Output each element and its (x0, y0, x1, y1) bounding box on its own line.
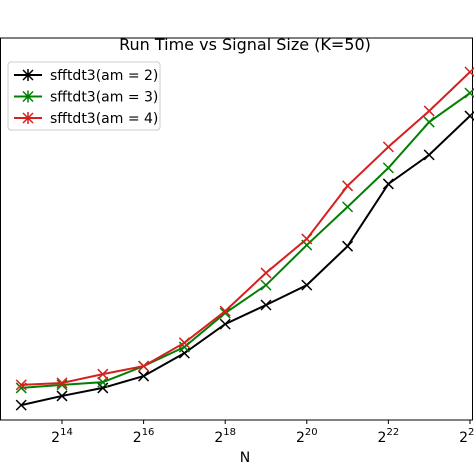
legend-box (7, 61, 161, 131)
point-marker (342, 240, 354, 252)
chart-title: Run Time vs Signal Size (K=50) (119, 35, 371, 54)
point-marker (464, 66, 474, 78)
legend-marker (22, 69, 34, 81)
point-marker (464, 110, 474, 122)
tick-exponent: 22 (386, 427, 399, 438)
point-marker (464, 87, 474, 99)
x-tick-label: 220 (296, 427, 318, 446)
legend-label: sfftdt3(am = 2) (50, 68, 158, 84)
point-marker (260, 299, 272, 311)
point-marker (260, 279, 272, 291)
x-tick-label: 216 (133, 427, 155, 446)
tick-base: 2 (378, 430, 387, 446)
point-marker (423, 116, 435, 128)
point-marker (15, 379, 27, 391)
series-line (20, 115, 471, 407)
plot-frame (0, 37, 473, 421)
point-marker (56, 377, 68, 389)
point-marker (219, 307, 231, 319)
point-marker (301, 279, 313, 291)
x-axis-label: N (240, 450, 250, 466)
point-marker (138, 370, 150, 382)
tick-base: 2 (214, 430, 223, 446)
point-marker (342, 201, 354, 213)
point-marker (97, 376, 109, 388)
point-marker (423, 105, 435, 117)
point-marker (15, 399, 27, 411)
point-marker (260, 267, 272, 279)
tick-exponent: 14 (60, 427, 73, 438)
point-marker (342, 180, 354, 192)
point-marker (382, 178, 394, 190)
point-marker (219, 318, 231, 330)
tick-exponent: 24 (468, 427, 474, 438)
tick-exponent: 16 (142, 427, 155, 438)
point-marker (56, 390, 68, 402)
point-marker (219, 305, 231, 317)
legend: sfftdt3(am = 2) sfftdt3(am = 3) sfftdt3(am… (7, 61, 161, 131)
x-tick-label: 218 (214, 427, 236, 446)
tick-base: 2 (133, 430, 142, 446)
point-marker (382, 141, 394, 153)
point-marker (97, 368, 109, 380)
tick-exponent: 20 (305, 427, 318, 438)
point-marker (382, 162, 394, 174)
point-marker (423, 149, 435, 161)
series-line (21, 71, 471, 386)
legend-marker (22, 112, 34, 124)
tick-base: 2 (51, 430, 60, 446)
tick-base: 2 (459, 430, 468, 446)
point-marker (301, 233, 313, 245)
legend-marker (22, 90, 34, 103)
legend-label: sfftdt3(am = 4) (50, 111, 158, 127)
series-line (21, 92, 471, 389)
x-tick-label: 214 (51, 427, 73, 446)
point-marker (138, 360, 150, 372)
tick-exponent: 18 (223, 427, 236, 438)
legend-label: sfftdt3(am = 3) (50, 90, 158, 106)
x-tick-label: 222 (378, 427, 400, 446)
tick-base: 2 (296, 430, 305, 446)
point-marker (178, 337, 190, 349)
x-tick-label: 224 (459, 427, 474, 446)
